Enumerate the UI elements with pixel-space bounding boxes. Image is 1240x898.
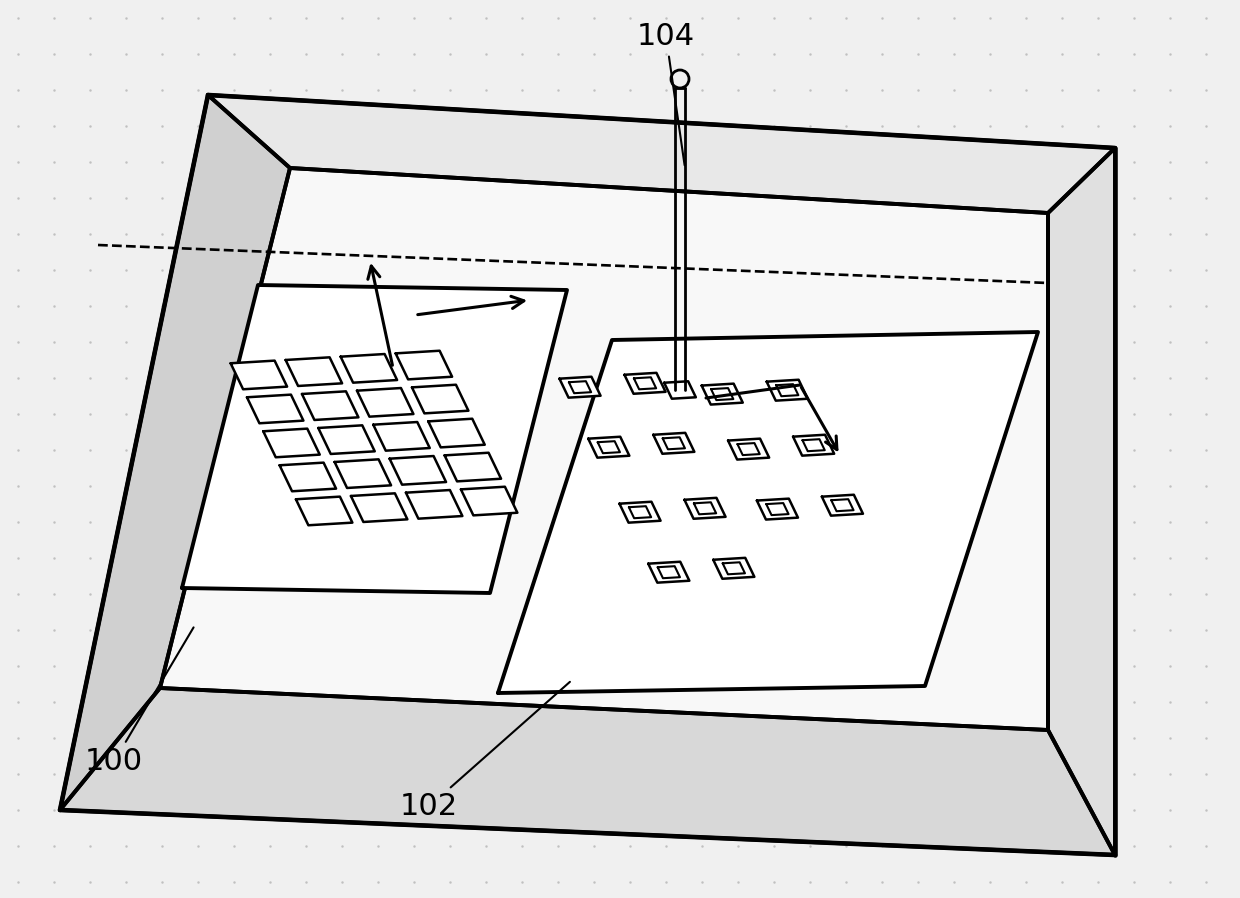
Polygon shape [279,462,336,491]
Polygon shape [389,456,446,485]
Polygon shape [702,383,743,405]
Polygon shape [60,95,1115,855]
Polygon shape [285,357,342,386]
Text: 100: 100 [86,628,193,776]
Polygon shape [373,422,430,451]
Polygon shape [357,388,413,417]
Polygon shape [649,562,689,583]
Polygon shape [684,497,725,519]
Polygon shape [247,394,304,423]
Polygon shape [713,558,754,578]
Polygon shape [335,460,391,488]
Polygon shape [766,380,807,401]
Polygon shape [412,384,469,413]
Polygon shape [396,351,453,379]
Polygon shape [653,433,694,453]
Polygon shape [588,436,630,458]
Polygon shape [620,502,661,523]
Polygon shape [319,426,374,454]
Polygon shape [728,438,769,460]
Polygon shape [160,168,1048,730]
Polygon shape [231,361,288,389]
Polygon shape [296,497,352,525]
Polygon shape [351,493,408,522]
Polygon shape [182,285,567,593]
Text: 104: 104 [637,22,696,165]
Polygon shape [461,487,517,515]
Text: 102: 102 [401,682,570,821]
Polygon shape [756,498,799,520]
Polygon shape [208,95,1115,213]
Polygon shape [60,95,290,810]
Polygon shape [428,418,485,447]
Polygon shape [625,373,666,393]
Polygon shape [498,332,1038,693]
Polygon shape [794,435,835,455]
Polygon shape [341,354,397,383]
Polygon shape [60,688,1115,855]
Polygon shape [303,392,358,420]
Polygon shape [405,490,463,519]
Polygon shape [559,377,600,398]
Polygon shape [1048,148,1115,855]
Polygon shape [263,428,320,457]
Polygon shape [445,453,501,481]
Polygon shape [822,495,863,515]
Polygon shape [665,382,696,399]
